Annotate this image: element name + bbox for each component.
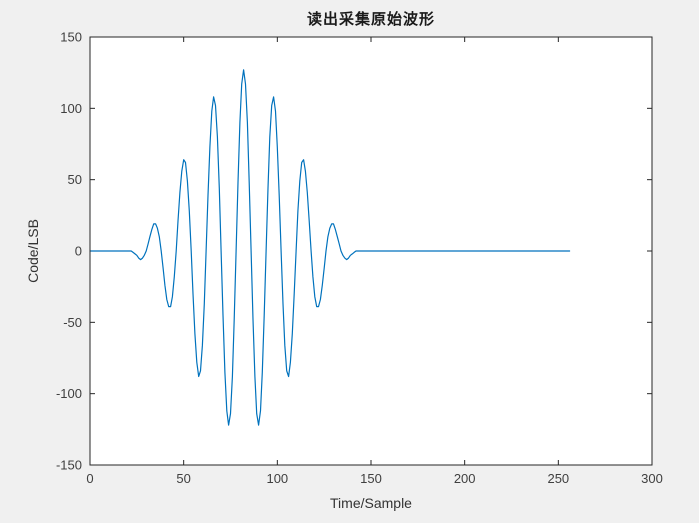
x-tick-label: 100 — [266, 471, 288, 486]
y-tick-label: 50 — [68, 172, 82, 187]
y-tick-label: -50 — [63, 315, 82, 330]
y-tick-label: -150 — [56, 458, 82, 473]
x-tick-label: 250 — [547, 471, 569, 486]
x-tick-label: 0 — [86, 471, 93, 486]
x-tick-label: 50 — [176, 471, 190, 486]
x-tick-label: 200 — [454, 471, 476, 486]
x-tick-label: 150 — [360, 471, 382, 486]
y-tick-label: 150 — [60, 30, 82, 45]
y-tick-label: 0 — [75, 244, 82, 259]
y-tick-label: -100 — [56, 386, 82, 401]
y-axis-label: Code/LSB — [25, 219, 41, 283]
x-axis-label: Time/Sample — [330, 495, 412, 511]
y-tick-label: 100 — [60, 101, 82, 116]
chart-title: 读出采集原始波形 — [306, 11, 435, 28]
waveform-line — [89, 69, 571, 426]
x-tick-label: 300 — [641, 471, 663, 486]
axes-box — [89, 36, 653, 466]
